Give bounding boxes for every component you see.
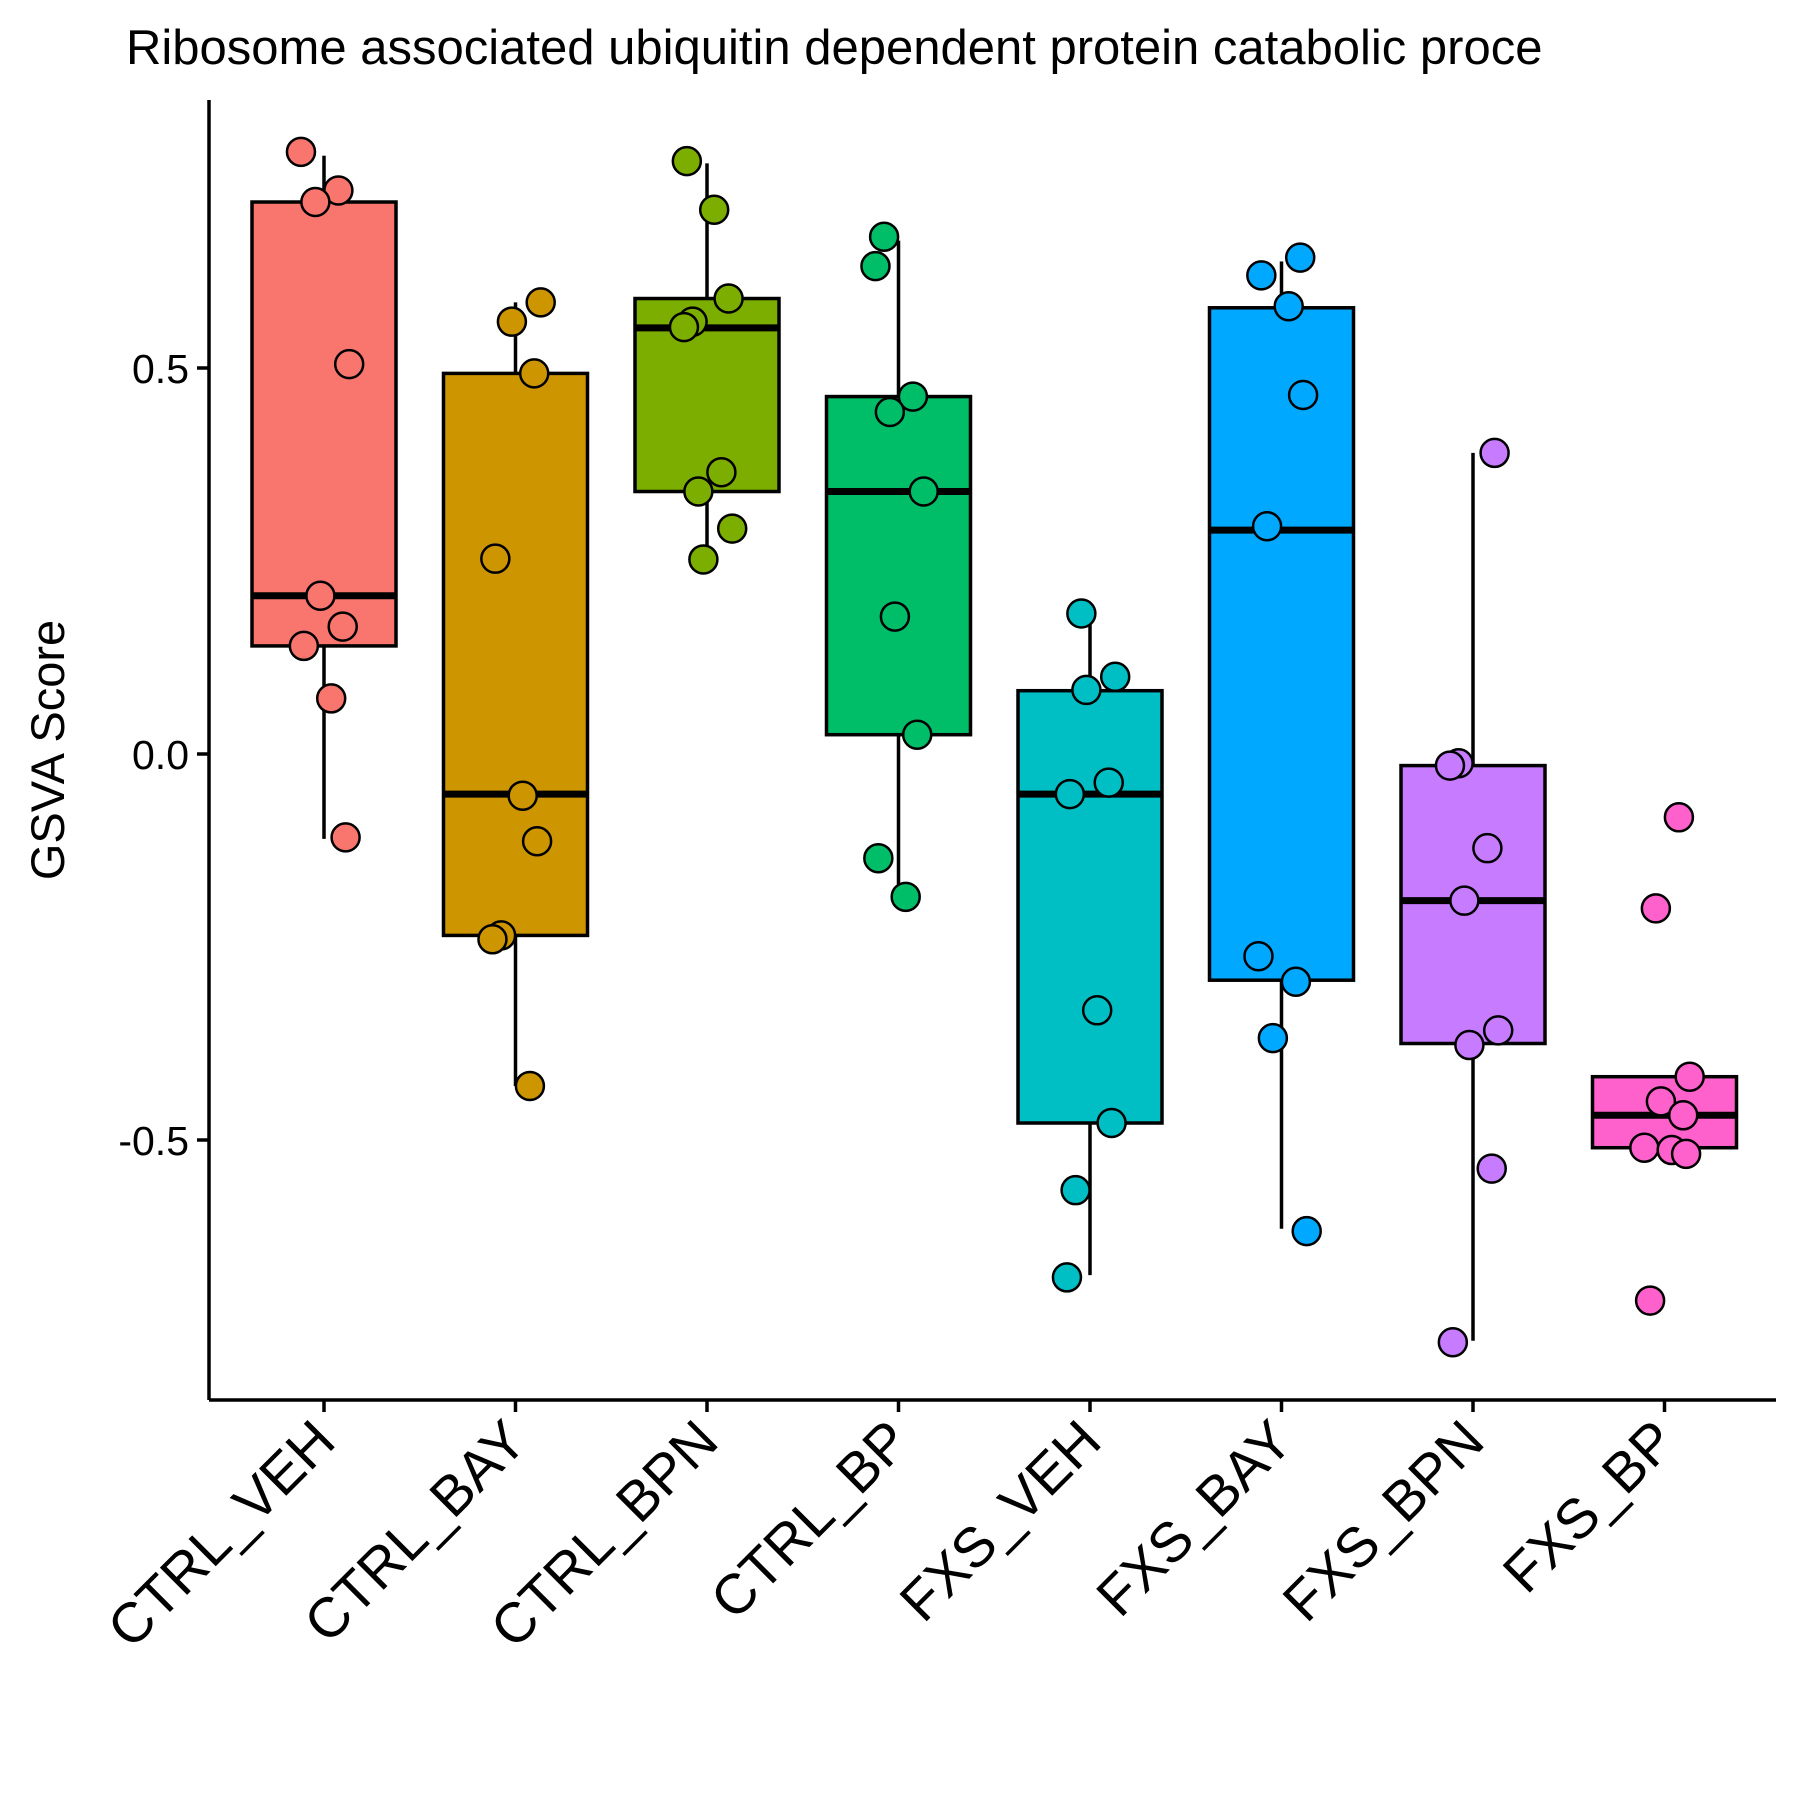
- data-point-ctrl-bpn: [706, 456, 737, 488]
- data-point-ctrl-bpn: [716, 513, 748, 544]
- data-point-ctrl-veh: [288, 630, 320, 662]
- data-point-fxs-bpn: [1454, 1029, 1485, 1061]
- y-tick-label: -0.5: [118, 1118, 189, 1164]
- data-point-ctrl-bpn: [688, 544, 719, 575]
- data-point-ctrl-bay: [514, 1070, 546, 1102]
- data-point-fxs-bp: [1634, 1285, 1666, 1316]
- x-tick-label: FXS_VEH: [887, 1408, 1112, 1633]
- data-point-ctrl-bp: [897, 381, 929, 412]
- data-point-ctrl-bpn: [698, 194, 730, 225]
- box-fxs-veh: [1016, 688, 1164, 1125]
- data-point-ctrl-veh: [305, 580, 336, 611]
- data-point-ctrl-bp: [868, 221, 900, 253]
- data-point-fxs-bpn: [1479, 437, 1510, 469]
- data-point-fxs-bay: [1287, 379, 1319, 411]
- y-axis-title: GSVA Score: [21, 620, 74, 880]
- y-tick-label: 0.0: [132, 732, 189, 778]
- data-point-fxs-veh: [1071, 674, 1102, 706]
- data-point-ctrl-bp: [890, 881, 921, 913]
- data-point-ctrl-bay: [507, 780, 538, 811]
- data-point-fxs-veh: [1054, 778, 1086, 810]
- data-point-ctrl-bp: [908, 476, 939, 507]
- data-point-ctrl-veh: [300, 186, 331, 218]
- data-point-ctrl-bp: [901, 719, 933, 750]
- data-point-fxs-bp: [1667, 1100, 1699, 1131]
- x-tick-label: CTRL_BP: [698, 1408, 921, 1631]
- y-tick-label: 0.5: [132, 346, 189, 392]
- x-tick-label: FXS_BPN: [1270, 1408, 1495, 1633]
- data-point-ctrl-bay: [521, 825, 553, 857]
- data-point-fxs-bay: [1280, 966, 1312, 997]
- data-point-fxs-bay: [1284, 242, 1316, 273]
- data-point-fxs-bp: [1670, 1138, 1702, 1170]
- data-point-ctrl-veh: [333, 348, 365, 380]
- data-point-ctrl-bay: [518, 358, 550, 389]
- data-point-fxs-bp: [1674, 1061, 1705, 1092]
- box-ctrl-veh: [250, 200, 398, 648]
- data-point-fxs-bp: [1640, 893, 1672, 924]
- boxes-layer: [250, 155, 1739, 1341]
- data-point-fxs-bpn: [1482, 1015, 1514, 1046]
- data-point-ctrl-bpn: [671, 145, 703, 177]
- chart-title: Ribosome associated ubiquitin dependent …: [126, 21, 1543, 75]
- data-point-fxs-bpn: [1437, 1327, 1469, 1358]
- data-point-fxs-bpn: [1472, 832, 1503, 864]
- data-point-fxs-veh: [1099, 661, 1131, 693]
- points-layer: [285, 136, 1705, 1358]
- data-point-ctrl-bp: [874, 396, 906, 428]
- box-ctrl-bp: [824, 394, 973, 737]
- data-point-fxs-bay: [1243, 941, 1274, 972]
- data-point-fxs-veh: [1066, 598, 1097, 629]
- data-point-fxs-veh: [1060, 1174, 1091, 1206]
- data-point-ctrl-veh: [285, 136, 317, 168]
- data-point-fxs-bpn: [1476, 1153, 1507, 1184]
- data-point-ctrl-bay: [525, 287, 556, 318]
- data-point-ctrl-bpn: [683, 476, 714, 507]
- box-fxs-bay: [1207, 306, 1356, 982]
- data-point-ctrl-bpn: [713, 283, 744, 314]
- data-point-fxs-bpn: [1449, 885, 1480, 916]
- data-point-fxs-bay: [1273, 290, 1304, 322]
- data-point-ctrl-bay: [480, 543, 511, 574]
- data-point-ctrl-veh: [330, 822, 361, 853]
- data-point-fxs-bay: [1251, 511, 1283, 542]
- data-point-fxs-bay: [1246, 260, 1277, 291]
- data-point-fxs-bpn: [1434, 750, 1466, 781]
- data-point-fxs-bp: [1629, 1132, 1660, 1163]
- data-point-ctrl-bpn: [668, 311, 700, 343]
- data-point-fxs-veh: [1081, 995, 1113, 1026]
- data-point-ctrl-bp: [863, 842, 894, 874]
- box-ctrl-bay: [441, 371, 590, 938]
- data-point-ctrl-bp: [879, 601, 911, 632]
- x-tick-label: FXS_BAY: [1084, 1408, 1304, 1628]
- data-point-ctrl-veh: [327, 611, 358, 642]
- data-point-fxs-veh: [1051, 1262, 1083, 1293]
- data-point-fxs-veh: [1096, 1107, 1127, 1139]
- data-point-fxs-veh: [1093, 767, 1124, 798]
- data-point-fxs-bp: [1645, 1086, 1677, 1117]
- x-tick-label: FXS_BP: [1491, 1408, 1687, 1604]
- data-point-ctrl-bay: [477, 924, 508, 955]
- data-point-ctrl-bay: [496, 306, 528, 337]
- data-point-fxs-bay: [1257, 1022, 1289, 1054]
- data-point-ctrl-veh: [315, 683, 347, 714]
- data-point-fxs-bay: [1291, 1215, 1322, 1247]
- data-point-fxs-bp: [1663, 802, 1695, 833]
- data-point-ctrl-bp: [860, 250, 891, 282]
